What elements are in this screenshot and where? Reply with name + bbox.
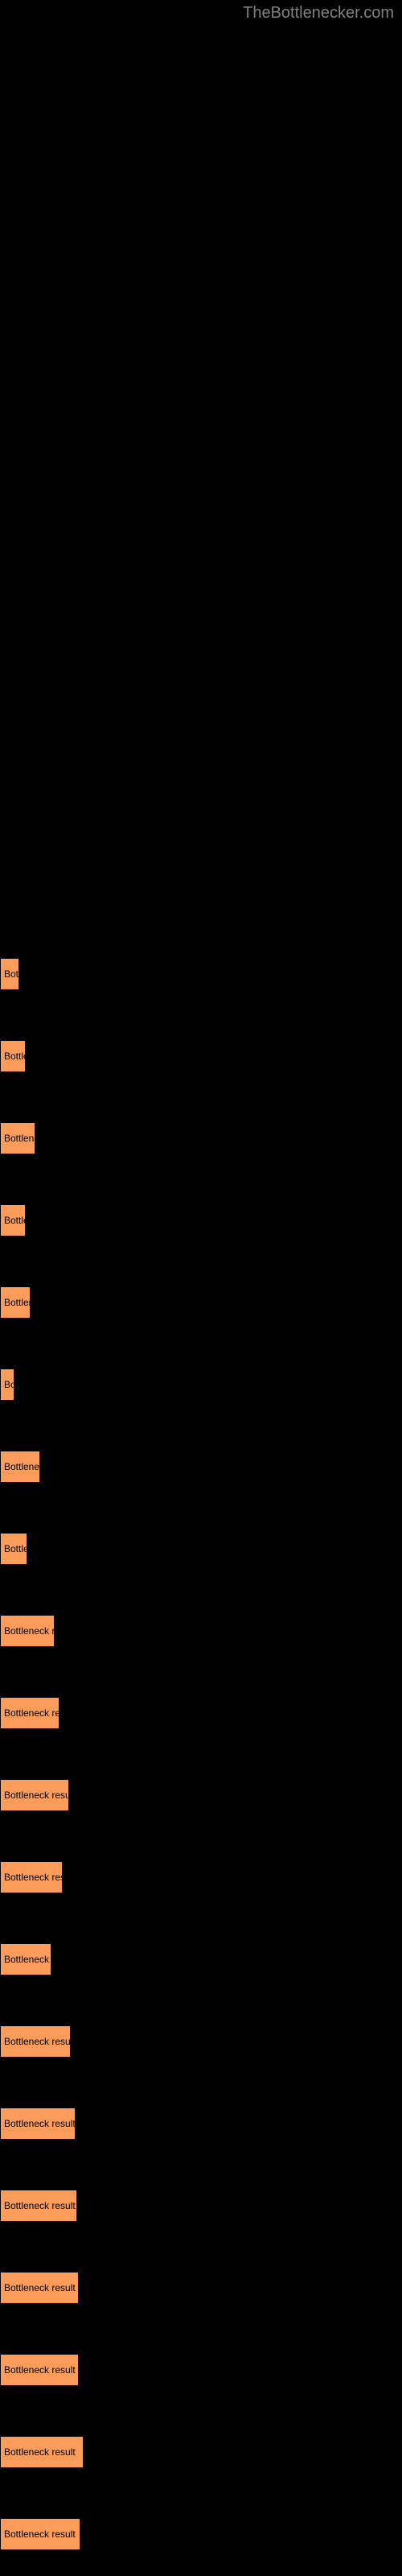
chart-bar: Bottleneck r [0, 1943, 51, 1975]
chart-bar: Bottlene [0, 1122, 35, 1154]
bar-row: Bottle [0, 1204, 402, 1236]
chart-bar: Bottle [0, 1204, 26, 1236]
chart-bar: Bottleneck result [0, 2518, 80, 2550]
chart-bar: Bottleneck res [0, 1697, 59, 1729]
bar-row: Bottleneck result [0, 2436, 402, 2468]
bar-row: Bottleneck result [0, 2190, 402, 2222]
bar-row: Bottleneck result [0, 2272, 402, 2304]
chart-bar: Bottleneck result [0, 2272, 79, 2304]
bar-row: Bottlenec [0, 1451, 402, 1483]
bar-row: Bottleneck result [0, 1779, 402, 1811]
bar-row: Bo [0, 1368, 402, 1401]
bar-row: Bottlen [0, 1286, 402, 1319]
bar-row: Bottlene [0, 1122, 402, 1154]
bar-row: Bottleneck r [0, 1943, 402, 1975]
chart-bar: Bottle [0, 1040, 26, 1072]
chart-bar: Bottleneck result [0, 2354, 79, 2386]
bar-row: Bottleneck re [0, 1615, 402, 1647]
chart-bar: Bottleneck result [0, 2190, 77, 2222]
watermark-text: TheBottlenecker.com [243, 4, 394, 23]
chart-bar: Bo [0, 1368, 14, 1401]
bar-row: Bottle [0, 1533, 402, 1565]
bar-row: Bottleneck resu [0, 1861, 402, 1893]
bar-chart: Bot Bottle Bottlene Bottle Bottlen Bo Bo… [0, 0, 402, 2550]
chart-bar: Bot [0, 958, 19, 990]
chart-bar: Bottleneck result [0, 2107, 76, 2140]
chart-bar: Bottleneck re [0, 1615, 55, 1647]
bar-row: Bot [0, 958, 402, 990]
chart-bar: Bottle [0, 1533, 27, 1565]
bar-row: Bottleneck res [0, 1697, 402, 1729]
bar-row: Bottle [0, 1040, 402, 1072]
bar-row: Bottleneck result [0, 2025, 402, 2058]
chart-bar: Bottleneck result [0, 1779, 69, 1811]
bar-row: Bottleneck result [0, 2107, 402, 2140]
bar-row: Bottleneck result [0, 2518, 402, 2550]
chart-bar: Bottleneck resu [0, 1861, 63, 1893]
chart-bar: Bottleneck result [0, 2436, 84, 2468]
chart-bar: Bottlen [0, 1286, 31, 1319]
chart-bar: Bottleneck result [0, 2025, 71, 2058]
chart-bar: Bottlenec [0, 1451, 40, 1483]
bar-row: Bottleneck result [0, 2354, 402, 2386]
